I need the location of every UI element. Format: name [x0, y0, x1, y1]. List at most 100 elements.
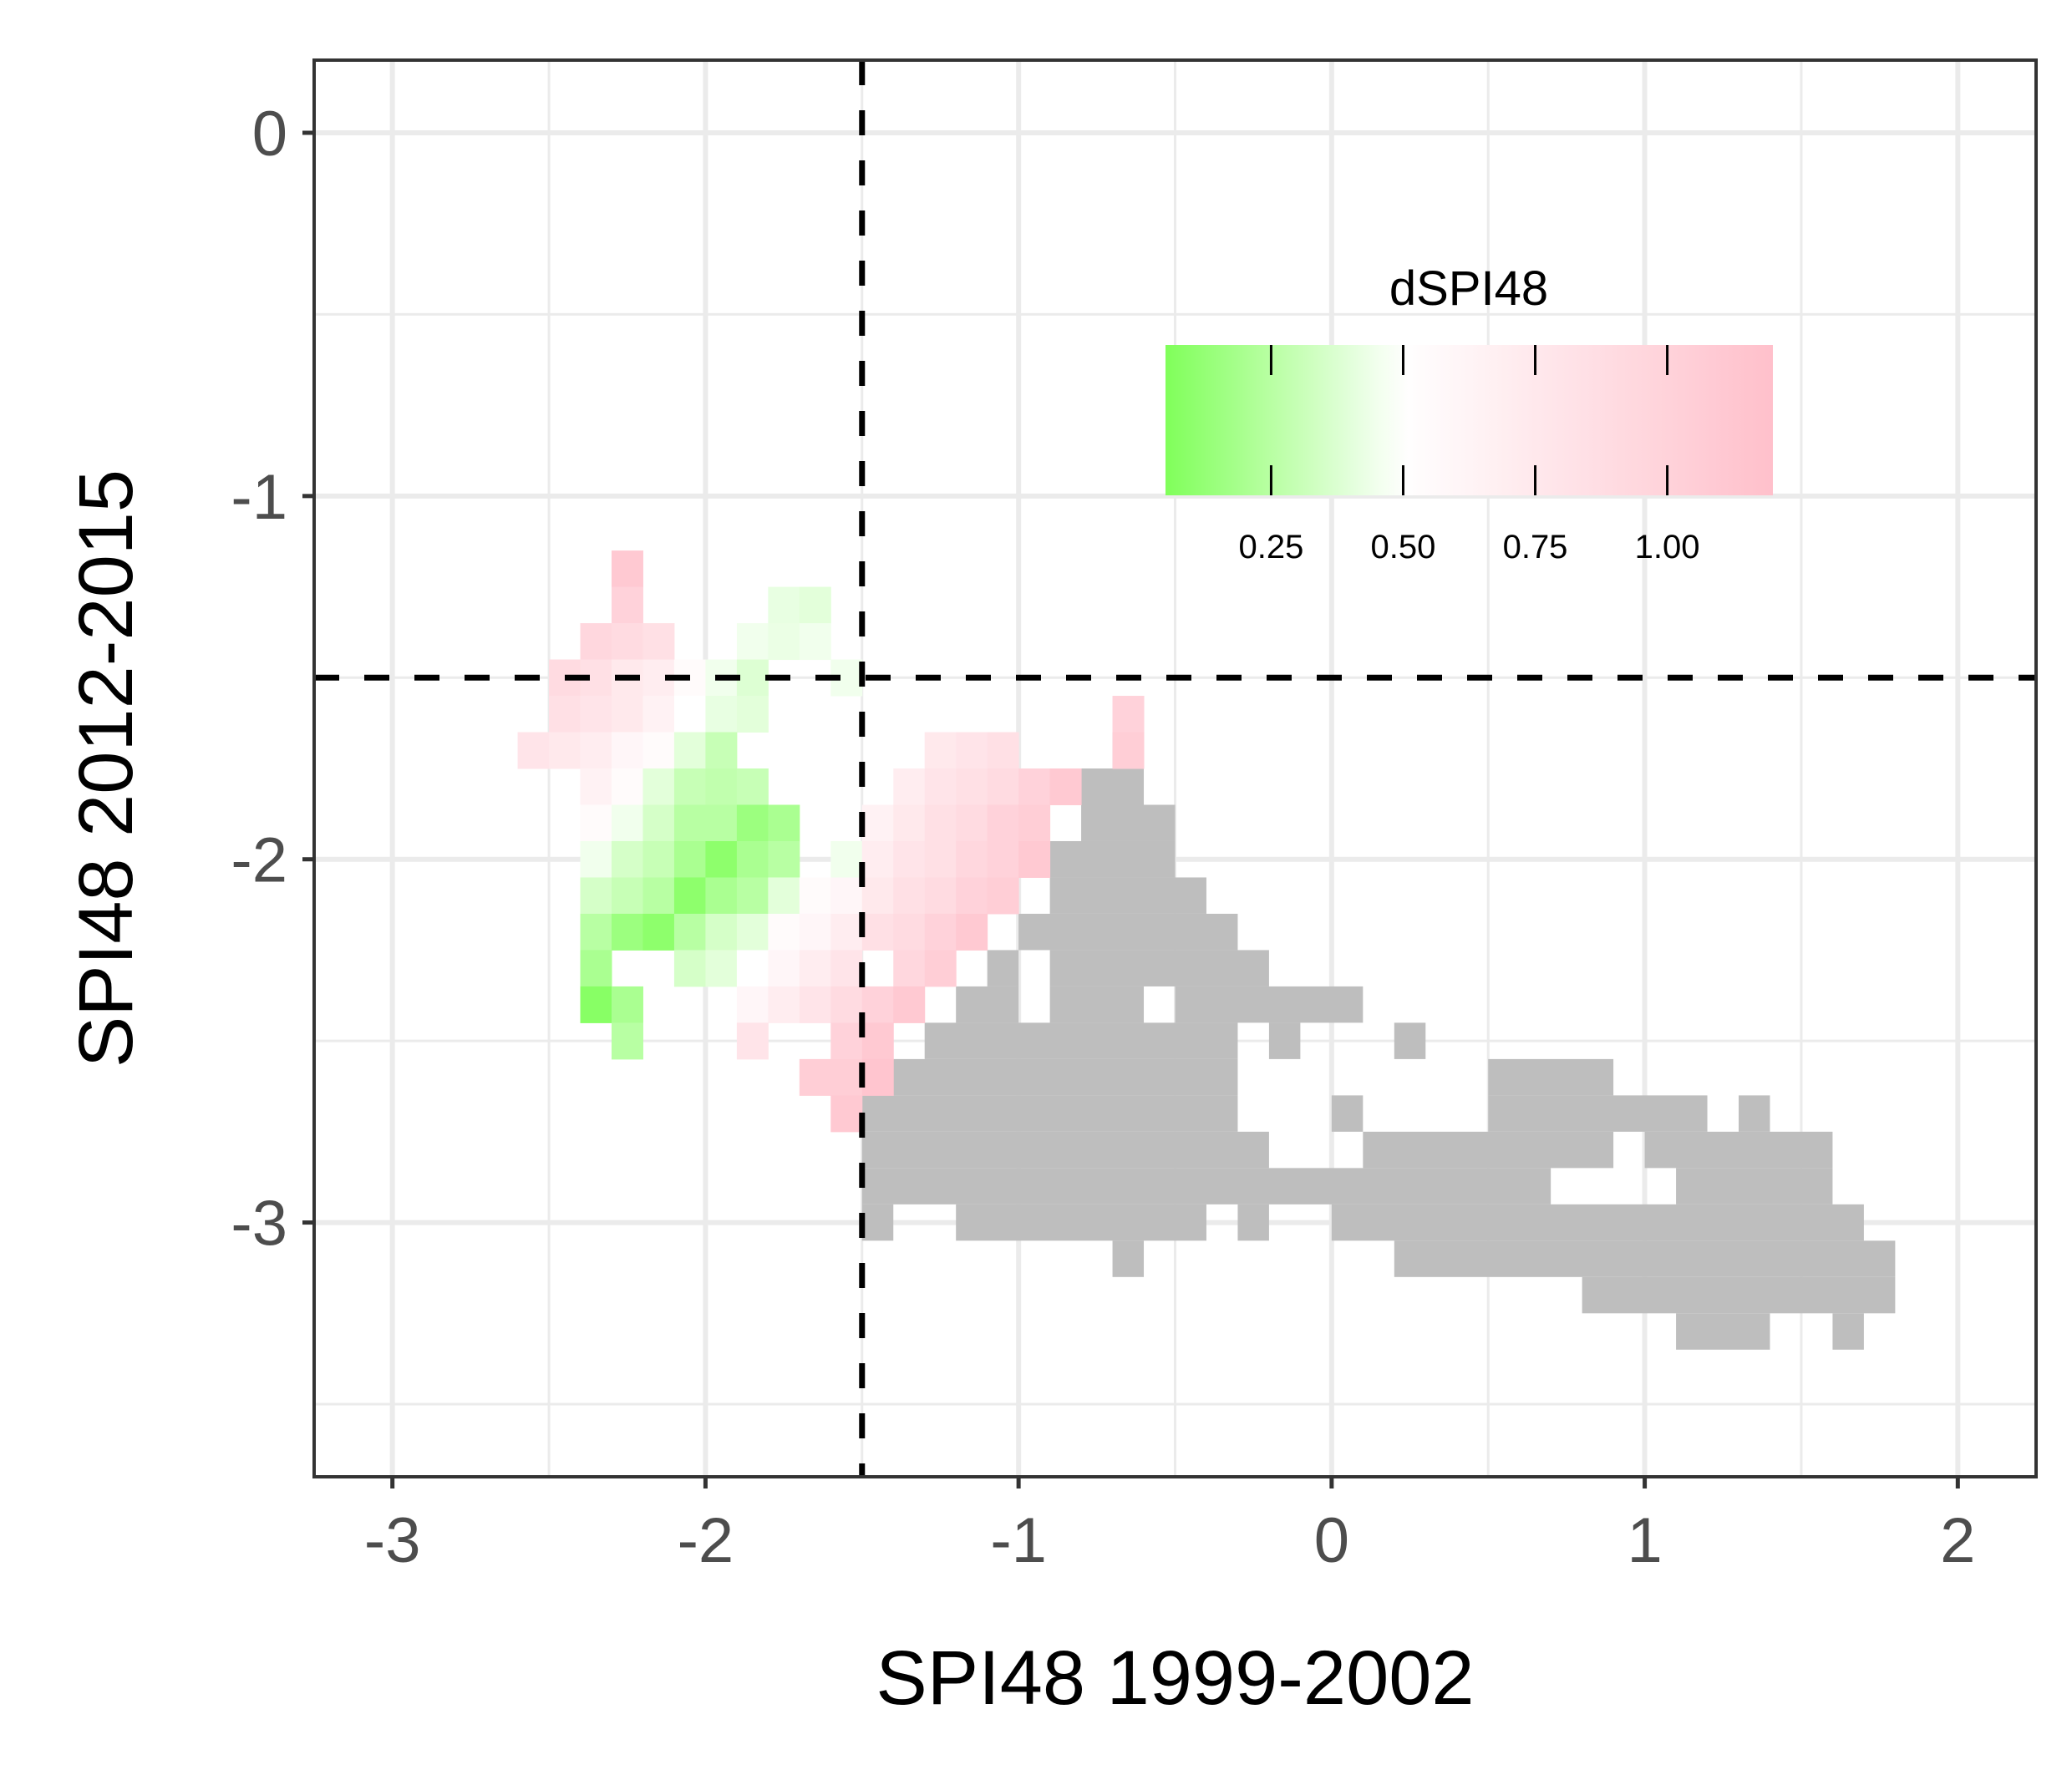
- heat-cell-5-3: [611, 732, 643, 769]
- heat-cell-11-1: [673, 950, 706, 987]
- heat-cell-6-10: [1018, 768, 1051, 805]
- na-cell-8-0: [924, 1022, 1238, 1059]
- heat-cell-8-6: [768, 840, 800, 878]
- heat-cell-7-8: [893, 804, 926, 842]
- x-tick-label-1: -2: [678, 1505, 734, 1576]
- heat-cell-6-0: [580, 768, 612, 805]
- na-cell-6-1: [1049, 950, 1269, 986]
- legend: dSPI48 0.25 0.50 0.75 1.00: [1166, 261, 1773, 565]
- y-axis-title: SPI48 2012-2015: [63, 469, 149, 1068]
- heat-cell-4-1: [580, 696, 612, 733]
- heat-cell-9-1: [611, 877, 643, 915]
- heat-cell-5-6: [705, 732, 738, 769]
- heat-cell-5-2: [580, 732, 612, 769]
- heat-cell-7-10: [956, 804, 988, 842]
- na-cell-7-1: [1049, 986, 1145, 1023]
- heat-cell-10-4: [705, 913, 738, 951]
- heat-cell-4-4: [673, 696, 706, 733]
- na-cell-12-0: [861, 1168, 1551, 1204]
- heat-cell-4-2: [611, 696, 643, 733]
- heat-cell-1-2: [799, 586, 831, 624]
- heat-cell-11-8: [924, 950, 957, 987]
- heat-cell-11-2: [705, 950, 738, 987]
- heat-cell-2-4: [768, 623, 800, 661]
- na-cell-11-0: [861, 1131, 1269, 1169]
- heat-cell-8-2: [642, 840, 675, 878]
- heat-cell-15-0: [830, 1095, 863, 1133]
- na-cell-13-3: [1331, 1204, 1864, 1241]
- heat-cell-8-8: [861, 840, 894, 878]
- heat-cell-14-2: [861, 1058, 894, 1096]
- na-cell-12-1: [1676, 1168, 1833, 1204]
- legend-colorbar: [1166, 345, 1773, 495]
- heat-cell-1-0: [611, 586, 643, 624]
- heat-cell-11-7: [893, 950, 926, 987]
- heat-cell-5-5: [673, 732, 706, 769]
- heat-cell-4-6: [736, 696, 769, 733]
- heat-cell-4-7: [1112, 696, 1145, 733]
- heat-cell-12-2: [736, 986, 769, 1023]
- y-axis: 0 -1 -2 -3: [231, 99, 314, 1260]
- x-tick-label-3: 0: [1314, 1505, 1349, 1576]
- na-cell-10-2: [1488, 1095, 1708, 1132]
- heat-cell-11-4: [768, 950, 800, 987]
- heat-cell-6-4: [705, 768, 738, 805]
- heat-cell-5-1: [549, 732, 581, 769]
- heat-cell-5-7: [924, 732, 957, 769]
- heat-cell-9-11: [924, 877, 957, 915]
- na-cell-2-0: [1081, 804, 1176, 841]
- heat-cell-1-1: [768, 586, 800, 624]
- heat-cell-7-11: [987, 804, 1019, 842]
- heat-cell-4-5: [705, 696, 738, 733]
- heat-cell-10-5: [736, 913, 769, 951]
- heat-cell-14-0: [799, 1058, 831, 1096]
- heat-cell-8-12: [987, 840, 1019, 878]
- heat-cell-3-6: [736, 659, 769, 697]
- heat-cell-11-3: [736, 950, 769, 987]
- heat-cell-6-2: [642, 768, 675, 805]
- y-tick-label-1: -1: [231, 462, 287, 533]
- heat-cell-6-11: [1049, 768, 1082, 805]
- heat-cell-10-11: [924, 913, 957, 951]
- na-cell-1-0: [1081, 768, 1145, 805]
- heat-cell-9-0: [580, 877, 612, 915]
- heat-cell-6-1: [611, 768, 643, 805]
- heat-cell-13-1: [736, 1022, 769, 1060]
- na-cell-13-1: [956, 1204, 1206, 1241]
- heat-cell-7-1: [611, 804, 643, 842]
- heat-cell-7-6: [768, 804, 800, 842]
- heat-cell-10-3: [673, 913, 706, 951]
- heat-cell-7-5: [736, 804, 769, 842]
- heat-cell-13-3: [861, 1022, 894, 1060]
- heat-cell-10-6: [768, 913, 800, 951]
- heat-cell-10-7: [799, 913, 831, 951]
- heat-cell-10-12: [956, 913, 988, 951]
- heatmap-cells: [517, 550, 1145, 1133]
- na-cell-11-1: [1363, 1131, 1614, 1169]
- heat-cell-11-6: [830, 950, 863, 987]
- na-cell-10-0: [861, 1095, 1238, 1132]
- heat-cell-10-8: [830, 913, 863, 951]
- y-tick-label-2: -2: [231, 825, 287, 896]
- heat-cell-2-3: [736, 623, 769, 661]
- na-cell-3-0: [1049, 840, 1176, 878]
- legend-tick-label-1: 0.50: [1371, 529, 1436, 565]
- na-cell-13-0: [861, 1204, 894, 1241]
- heat-cell-9-8: [830, 877, 863, 915]
- heat-cell-8-1: [611, 840, 643, 878]
- na-cell-5-0: [1018, 913, 1238, 951]
- na-cell-8-2: [1394, 1022, 1426, 1059]
- heat-cell-10-9: [861, 913, 894, 951]
- heat-cell-12-7: [893, 986, 926, 1023]
- heat-cell-8-0: [580, 840, 612, 878]
- heat-cell-10-1: [611, 913, 643, 951]
- heat-cell-9-10: [893, 877, 926, 915]
- na-cell-9-1: [1488, 1058, 1614, 1096]
- heat-cell-6-7: [924, 768, 957, 805]
- heat-cell-13-2: [830, 1022, 863, 1060]
- na-cell-9-0: [893, 1058, 1238, 1096]
- heat-cell-9-4: [705, 877, 738, 915]
- na-cell-14-0: [1112, 1240, 1145, 1277]
- heat-cell-9-12: [956, 877, 988, 915]
